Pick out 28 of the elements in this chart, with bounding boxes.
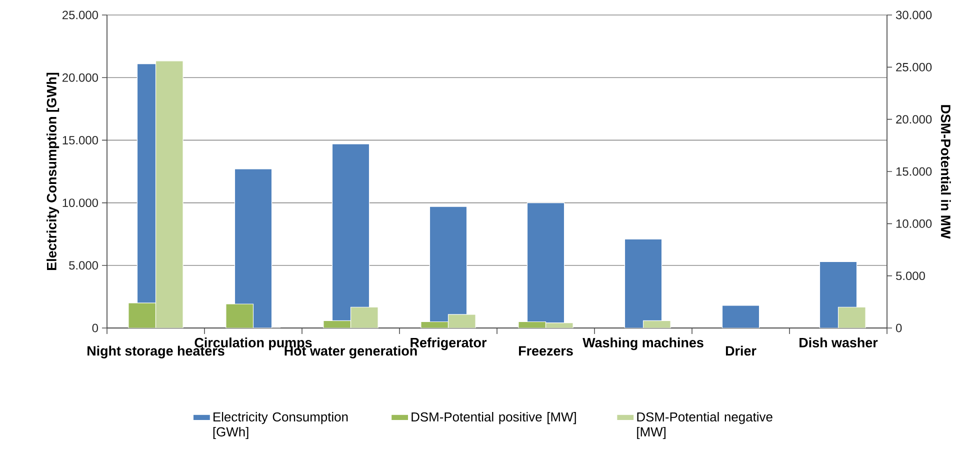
y-tick-label: 10.000 — [62, 198, 98, 208]
y2-tick-label: 15.000 — [896, 167, 932, 176]
y2-axis-title: DSM-Potential in MW — [940, 105, 951, 239]
legend-label: DSM-Potential negative [MW] — [637, 412, 772, 440]
y2-tick-label: 5.000 — [896, 272, 925, 280]
bar — [722, 305, 760, 328]
bar — [234, 168, 272, 328]
y-tick-label: 25.000 — [62, 10, 98, 20]
y-axis-title: Electricity Consumption [GWh] — [46, 72, 60, 270]
y-tick-label: 0 — [92, 324, 98, 332]
y2-tick-label: 30.000 — [896, 10, 932, 20]
bar — [350, 306, 378, 328]
x-tick-label: Drier — [726, 346, 756, 356]
y2-tick-label: 20.000 — [896, 115, 932, 124]
legend-label: DSM-Potential positive [MW] — [412, 412, 576, 424]
legend-label: Electricity Consumption [GWh] — [213, 412, 348, 440]
x-tick-label: Dish washer — [800, 338, 878, 348]
y-tick-label: 15.000 — [62, 136, 98, 144]
x-tick-label: Washing machines — [582, 338, 704, 350]
y-tick-label: 5.000 — [69, 261, 98, 270]
y2-tick-label: 25.000 — [896, 62, 932, 72]
bar — [226, 304, 254, 328]
y2-tick-label: 10.000 — [896, 219, 932, 228]
y2-tick-label: 0 — [896, 324, 902, 332]
y-tick-label: 20.000 — [62, 73, 98, 82]
bar — [624, 238, 662, 328]
x-tick-label: Freezers — [518, 346, 573, 356]
bar — [128, 302, 156, 328]
